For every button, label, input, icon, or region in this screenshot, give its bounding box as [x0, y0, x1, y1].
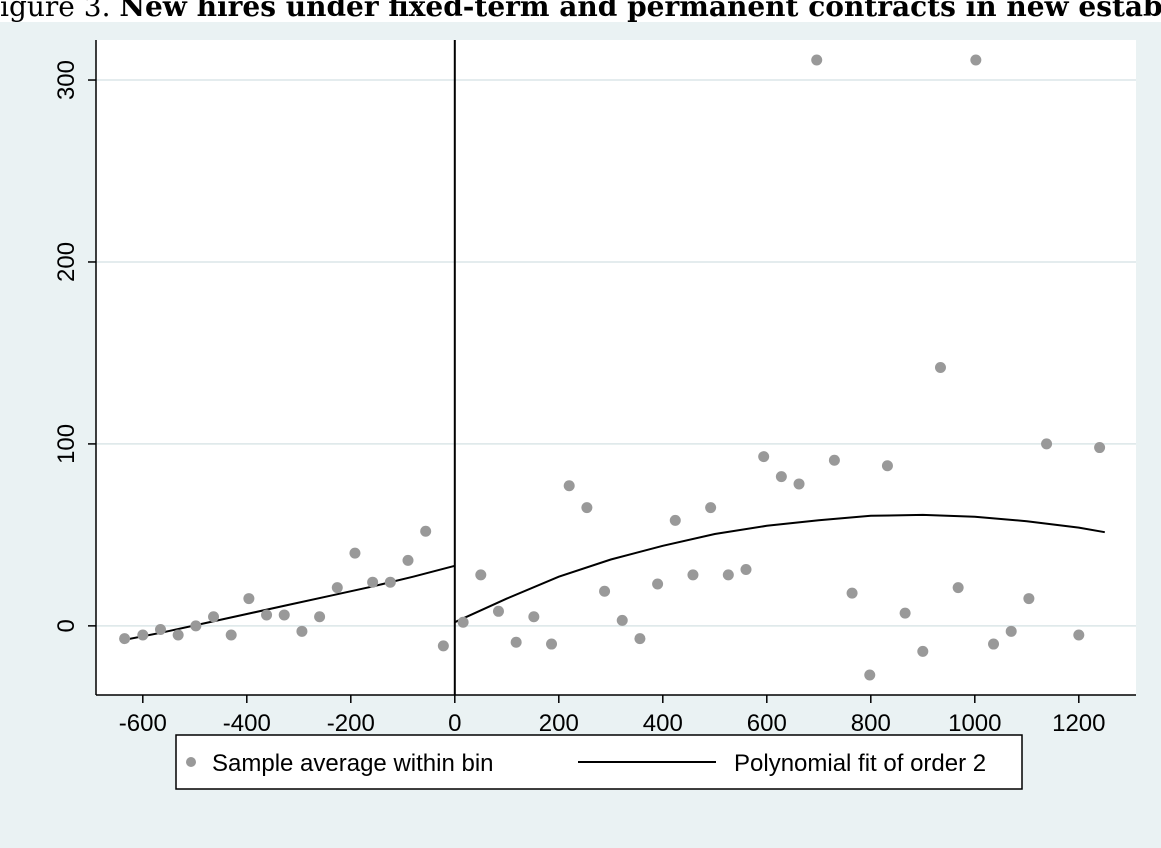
data-point [988, 638, 1000, 650]
data-point [402, 554, 414, 566]
data-point [1023, 593, 1035, 605]
data-point [1073, 629, 1085, 641]
data-point [475, 569, 487, 581]
data-point [934, 362, 946, 373]
data-point [828, 454, 840, 466]
data-point [437, 640, 449, 652]
x-tick-label: 0 [448, 710, 461, 737]
x-tick-label: 400 [643, 710, 683, 737]
data-point [634, 633, 646, 645]
data-point [314, 611, 326, 623]
x-tick-label: 800 [851, 710, 891, 737]
data-point [599, 585, 611, 597]
data-point [652, 578, 664, 590]
data-point [722, 569, 734, 581]
scatter-points [119, 54, 1106, 681]
legend: Sample average within bin Polynomial fit… [175, 734, 1023, 790]
fit-line-segment-right [454, 513, 1105, 624]
data-point [190, 620, 202, 632]
data-point [137, 629, 149, 641]
x-tick-label: -200 [327, 710, 375, 737]
x-tick-label: -400 [223, 710, 271, 737]
legend-line-label: Polynomial fit of order 2 [734, 750, 986, 777]
data-point [669, 514, 681, 526]
data-point [384, 576, 396, 588]
y-ticks: 0 100 200 300 [53, 60, 96, 633]
data-point [917, 645, 929, 657]
y-tick-label: 100 [53, 424, 80, 464]
data-point [864, 669, 876, 681]
data-point [172, 629, 184, 641]
x-ticks: -600 -400 -200 0 200 400 600 800 1000 1200 [119, 695, 1105, 737]
data-point [208, 611, 220, 623]
figure-title-main: New hires under fixed-term and permanent… [119, 0, 1161, 23]
data-point [367, 576, 379, 588]
data-point [154, 624, 166, 635]
data-point [899, 607, 911, 619]
data-point [420, 525, 432, 537]
grid-lines [96, 79, 1136, 627]
data-point [119, 633, 131, 645]
data-point [492, 605, 504, 617]
data-point [1005, 625, 1017, 637]
data-point [758, 451, 770, 463]
x-tick-label: 1000 [948, 710, 1001, 737]
x-tick-label: 600 [747, 710, 787, 737]
figure-title-prefix: igure 3. [0, 0, 111, 23]
data-point [740, 563, 752, 575]
data-point [775, 471, 787, 483]
data-point [811, 54, 823, 66]
data-point [581, 502, 593, 514]
data-point [1041, 438, 1053, 450]
figure-title: igure 3. New hires under fixed-term and … [0, 0, 1161, 24]
data-point [705, 502, 717, 514]
x-tick-label: 200 [539, 710, 579, 737]
data-point [296, 625, 308, 637]
data-point [881, 460, 893, 472]
y-tick-label: 0 [53, 619, 80, 632]
data-point [331, 582, 343, 594]
y-tick-label: 200 [53, 242, 80, 282]
data-point [1094, 442, 1106, 454]
fit-lines [121, 513, 1105, 642]
legend-point-marker [186, 757, 196, 767]
data-point [846, 587, 858, 599]
x-tick-label: 1200 [1052, 710, 1105, 737]
legend-point-label: Sample average within bin [212, 750, 494, 777]
fit-line-segment-left [121, 564, 456, 642]
data-point [510, 636, 522, 648]
data-point [563, 480, 575, 492]
data-point [278, 609, 290, 621]
data-point [457, 616, 469, 628]
data-point [243, 593, 255, 605]
data-point [616, 614, 628, 626]
data-point [970, 54, 982, 66]
data-point [952, 582, 964, 594]
data-point [546, 638, 558, 650]
data-point [261, 609, 273, 621]
data-point [687, 569, 699, 581]
data-point [528, 611, 540, 623]
y-tick-label: 300 [53, 60, 80, 100]
data-point [793, 478, 805, 490]
x-tick-label: -600 [119, 710, 167, 737]
data-point [349, 547, 361, 559]
data-point [225, 629, 237, 641]
